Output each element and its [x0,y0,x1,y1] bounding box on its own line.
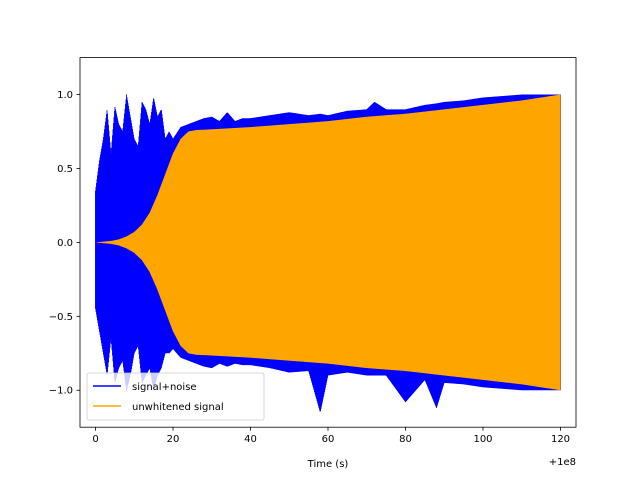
x-axis: 0 20 40 60 80 100 120 [92,427,570,445]
legend-label-signal-noise: signal+noise [132,382,197,393]
series-unwhitened-signal [95,94,561,391]
y-tick-label: −0.5 [49,312,73,323]
x-tick-label: 80 [399,434,412,445]
x-tick-label: 40 [244,434,257,445]
x-tick-label: 0 [92,434,98,445]
x-tick-label: 60 [322,434,335,445]
y-tick-label: −1.0 [49,386,73,397]
x-axis-label: Time (s) [307,459,349,470]
x-tick-label: 20 [167,434,180,445]
y-tick-label: 1.0 [57,90,73,101]
legend-label-unwhitened-signal: unwhitened signal [132,402,224,413]
y-tick-label: 0.0 [57,238,73,249]
legend: signal+noise unwhitened signal [86,372,265,421]
y-axis: −1.0 −0.5 0.0 0.5 1.0 [49,90,80,397]
x-offset-label: +1e8 [549,457,576,468]
x-tick-label: 120 [551,434,570,445]
legend-box [86,372,265,421]
y-tick-label: 0.5 [57,164,73,175]
series-layer [95,94,561,412]
x-tick-label: 100 [473,434,492,445]
